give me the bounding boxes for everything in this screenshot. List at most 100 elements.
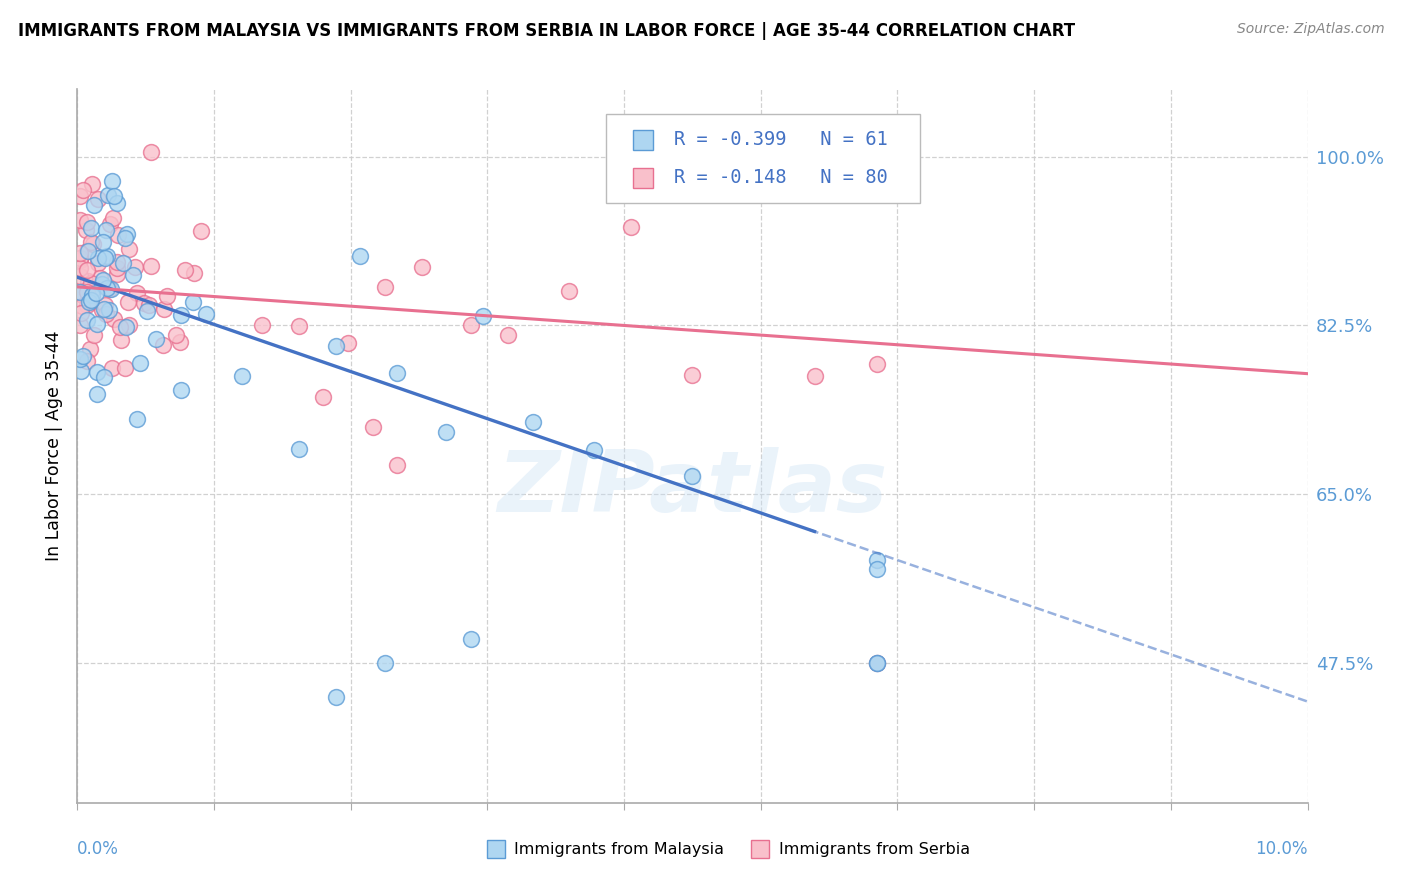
Point (98, 302, 121, 317)
Point (86, 365, 108, 379)
Point (103, 189, 125, 203)
Point (152, 338, 174, 352)
Point (94, 252, 117, 266)
Point (93, 370, 115, 384)
Text: Source: ZipAtlas.com: Source: ZipAtlas.com (1237, 22, 1385, 37)
Point (374, 656, 396, 670)
Point (77, 294, 100, 309)
Point (583, 443, 606, 458)
Point (127, 412, 149, 426)
Point (96, 307, 118, 321)
Point (325, 339, 347, 353)
Point (195, 307, 218, 321)
Point (170, 383, 193, 397)
Point (558, 284, 581, 298)
Point (76, 244, 98, 259)
Point (110, 334, 132, 348)
Point (387, 458, 409, 473)
Point (72, 183, 94, 197)
Point (101, 211, 124, 225)
Point (96, 249, 118, 263)
Point (138, 298, 160, 312)
Point (866, 656, 889, 670)
Point (682, 368, 704, 382)
Point (472, 309, 495, 323)
Point (231, 368, 253, 383)
Text: R = -0.399   N = 61: R = -0.399 N = 61 (673, 130, 887, 149)
Point (76, 263, 98, 277)
Point (87, 251, 110, 265)
Text: Immigrants from Serbia: Immigrants from Serbia (779, 842, 970, 856)
Point (69, 268, 91, 283)
Text: Immigrants from Malaysia: Immigrants from Malaysia (515, 842, 724, 856)
Point (107, 227, 129, 242)
Point (96, 223, 118, 237)
Point (79, 342, 101, 356)
Point (69, 245, 91, 260)
Point (69, 287, 91, 301)
Point (496, 328, 519, 343)
Point (105, 255, 128, 269)
Point (80, 293, 103, 307)
Point (105, 260, 128, 275)
Point (86, 317, 108, 331)
Point (866, 553, 889, 567)
Point (127, 286, 149, 301)
Point (325, 690, 347, 704)
Point (288, 442, 311, 457)
Point (98, 217, 121, 231)
Point (90, 303, 112, 318)
Point (129, 356, 152, 370)
Point (115, 320, 138, 334)
Point (76, 215, 98, 229)
Point (91, 235, 114, 249)
Point (79, 235, 101, 249)
Point (100, 174, 122, 188)
Point (87, 255, 110, 269)
Point (312, 390, 335, 404)
Point (80, 288, 103, 302)
Point (105, 268, 128, 282)
Point (156, 289, 179, 303)
Point (250, 318, 273, 332)
Text: 0.0%: 0.0% (77, 840, 120, 858)
Point (349, 249, 371, 263)
Point (181, 295, 204, 310)
Text: 10.0%: 10.0% (1256, 840, 1308, 858)
Point (169, 308, 191, 322)
Point (460, 632, 482, 646)
Point (76, 285, 98, 299)
Text: ZIPatlas: ZIPatlas (498, 447, 887, 531)
Point (69, 251, 91, 265)
Point (69, 212, 91, 227)
Point (76, 353, 98, 368)
Point (72, 299, 94, 313)
Point (866, 656, 889, 670)
Point (76, 298, 98, 312)
Point (141, 259, 163, 273)
Point (866, 656, 889, 670)
Point (69, 189, 91, 203)
Point (76, 275, 98, 289)
Point (121, 268, 143, 282)
Point (173, 262, 195, 277)
Point (75, 223, 97, 237)
Point (80, 178, 103, 192)
Point (141, 145, 163, 159)
Point (82, 237, 104, 252)
Point (124, 260, 146, 275)
Y-axis label: In Labor Force | Age 35-44: In Labor Force | Age 35-44 (45, 331, 63, 561)
Point (118, 318, 141, 332)
Point (96, 280, 118, 294)
Point (69, 352, 91, 367)
Point (83, 328, 105, 343)
Point (337, 335, 360, 350)
Point (76, 313, 98, 327)
Point (866, 357, 889, 371)
Point (145, 332, 167, 346)
Point (387, 366, 409, 380)
Point (288, 318, 311, 333)
Point (100, 282, 122, 296)
Point (76, 244, 98, 259)
Text: IMMIGRANTS FROM MALAYSIA VS IMMIGRANTS FROM SERBIA IN LABOR FORCE | AGE 35-44 CO: IMMIGRANTS FROM MALAYSIA VS IMMIGRANTS F… (18, 22, 1076, 40)
